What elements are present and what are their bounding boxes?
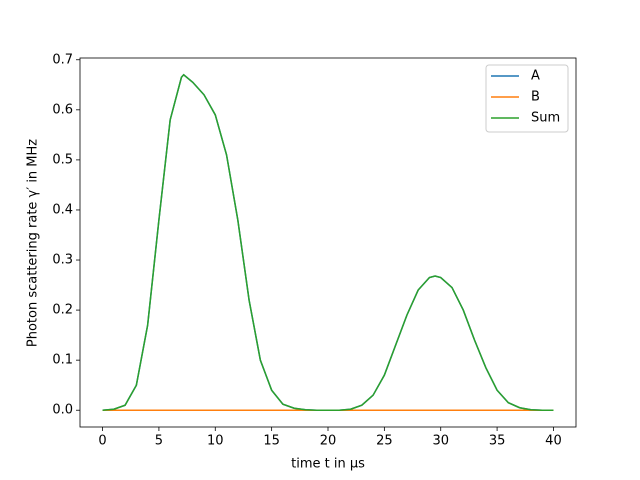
y-axis-label: Photon scattering rate γ′ in MHz xyxy=(26,139,41,347)
y-tick-label: 0.5 xyxy=(52,152,73,167)
plot-frame xyxy=(79,57,577,428)
legend-label: Sum xyxy=(531,111,560,126)
x-tick-label: 20 xyxy=(320,434,337,449)
y-tick-label: 0.2 xyxy=(52,303,73,318)
x-axis-label: time t in μs xyxy=(291,457,365,472)
legend-box xyxy=(485,64,569,133)
x-tick-label: 25 xyxy=(376,434,393,449)
legend-label: B xyxy=(531,90,540,105)
legend-label: A xyxy=(531,69,540,84)
x-tick-label: 40 xyxy=(545,434,562,449)
line-series xyxy=(102,73,554,411)
y-tick-label: 0.3 xyxy=(52,253,73,268)
x-tick-label: 5 xyxy=(155,434,163,449)
x-tick-label: 10 xyxy=(207,434,224,449)
y-tick-label: 0.1 xyxy=(52,353,73,368)
x-tick-label: 0 xyxy=(98,434,106,449)
y-tick-label: 0.6 xyxy=(52,102,73,117)
y-tick-label: 0.7 xyxy=(52,52,73,67)
x-tick-label: 15 xyxy=(263,434,280,449)
y-tick-label: 0.0 xyxy=(52,403,73,418)
y-tick-label: 0.4 xyxy=(52,202,73,217)
x-tick-label: 30 xyxy=(432,434,449,449)
x-tick-label: 35 xyxy=(489,434,506,449)
